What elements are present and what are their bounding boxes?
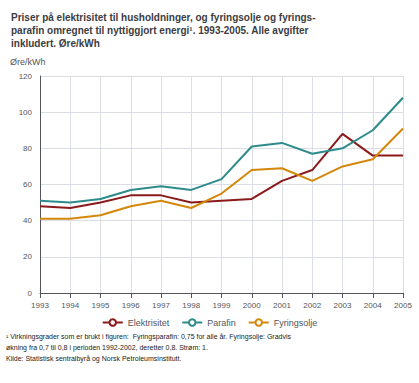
svg-text:2003: 2003: [334, 301, 352, 310]
svg-text:Fyringsolje: Fyringsolje: [274, 318, 318, 328]
svg-text:2000: 2000: [243, 301, 261, 310]
svg-text:inkludert. Øre/kWh: inkludert. Øre/kWh: [11, 38, 100, 49]
svg-text:20: 20: [23, 252, 32, 261]
svg-text:120: 120: [19, 72, 33, 81]
svg-text:¹ Virkningsgrader som er brukt: ¹ Virkningsgrader som er brukt i figuren…: [6, 333, 292, 341]
svg-text:80: 80: [23, 144, 32, 153]
svg-text:økning fra 0,7 til 0,8 i perio: økning fra 0,7 til 0,8 i perioden 1992-2…: [6, 344, 208, 352]
svg-text:Kilde: Statistisk sentralbyrå: Kilde: Statistisk sentralbyrå og Norsk P…: [6, 355, 182, 363]
svg-text:2005: 2005: [394, 301, 412, 310]
svg-text:100: 100: [19, 108, 33, 117]
svg-text:0: 0: [28, 289, 33, 298]
svg-text:1994: 1994: [61, 301, 79, 310]
svg-text:1993: 1993: [31, 301, 49, 310]
svg-text:1999: 1999: [213, 301, 231, 310]
svg-text:1998: 1998: [182, 301, 200, 310]
svg-text:2004: 2004: [364, 301, 382, 310]
svg-text:Elektrisitet: Elektrisitet: [128, 318, 170, 328]
svg-text:1996: 1996: [122, 301, 140, 310]
svg-text:40: 40: [23, 216, 32, 225]
svg-text:Øre/kWh: Øre/kWh: [10, 57, 46, 67]
svg-text:1995: 1995: [92, 301, 110, 310]
svg-text:Parafin: Parafin: [207, 318, 236, 328]
svg-text:2001: 2001: [273, 301, 291, 310]
svg-text:parafin omregnet til nyttiggjo: parafin omregnet til nyttiggjort energi¹…: [11, 25, 309, 36]
svg-text:Priser på elektrisitet til hus: Priser på elektrisitet til husholdninger…: [11, 12, 316, 23]
svg-text:60: 60: [23, 180, 32, 189]
svg-text:2002: 2002: [303, 301, 321, 310]
svg-text:1997: 1997: [152, 301, 170, 310]
